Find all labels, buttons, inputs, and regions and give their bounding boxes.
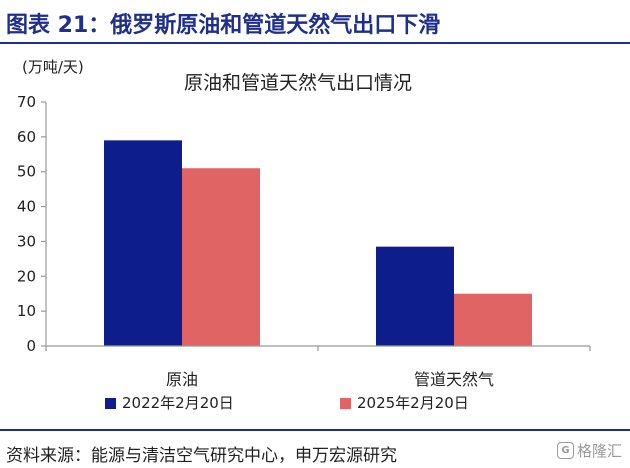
y-tick-label: 20: [17, 267, 36, 285]
figure-title: 图表 21：俄罗斯原油和管道天然气出口下滑: [6, 13, 441, 38]
y-tick-label: 40: [17, 198, 36, 216]
y-tick-label: 60: [17, 128, 36, 146]
y-tick-label: 0: [26, 337, 36, 355]
watermark: G 格隆汇: [556, 440, 622, 461]
x-category-label: 原油: [166, 370, 198, 389]
legend-label: 2025年2月20日: [357, 394, 469, 412]
legend-swatch: [105, 398, 116, 409]
footer-divider: [0, 429, 630, 431]
chart-title: 原油和管道天然气出口情况: [184, 72, 412, 94]
watermark-text: 格隆汇: [576, 442, 622, 460]
figure-header: 图表 21：俄罗斯原油和管道天然气出口下滑: [0, 0, 630, 44]
y-tick-label: 10: [17, 302, 36, 320]
bar-chart: (万吨/天) 原油和管道天然气出口情况 0 10 20 30 40 50 60 70 原油 管道天…: [17, 58, 591, 412]
source-note: 资料来源：能源与清洁空气研究中心，申万宏源研究: [6, 446, 397, 466]
header-divider: [0, 42, 630, 44]
watermark-logo-icon: G: [556, 442, 574, 459]
bar: [376, 246, 454, 346]
y-unit-label: (万吨/天): [22, 58, 84, 76]
bar: [104, 140, 182, 346]
y-tick-label: 70: [17, 93, 36, 111]
legend-label: 2022年2月20日: [122, 394, 234, 412]
y-tick-label: 50: [17, 163, 36, 181]
bar: [182, 168, 260, 346]
bar: [454, 293, 532, 346]
legend-swatch: [340, 398, 351, 409]
x-category-label: 管道天然气: [414, 370, 494, 389]
y-tick-label: 30: [17, 232, 36, 250]
